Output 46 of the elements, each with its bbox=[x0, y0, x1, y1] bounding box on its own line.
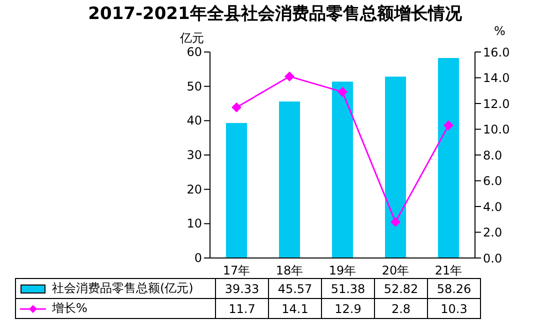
data-label: 45.57 bbox=[268, 278, 322, 298]
y-tick-label: 10 bbox=[186, 216, 202, 231]
bar bbox=[332, 82, 353, 258]
point bbox=[390, 216, 400, 227]
y-tick-label: 0 bbox=[194, 251, 202, 265]
legend-label: 社会消费品零售总额(亿元) bbox=[16, 278, 216, 298]
y2-tick-label: 16.0 bbox=[483, 45, 510, 60]
bar bbox=[438, 58, 459, 258]
y2-tick-label: 0.0 bbox=[483, 251, 502, 266]
data-label: 10.3 bbox=[428, 298, 480, 318]
y-tick-label: 40 bbox=[186, 114, 202, 128]
data-label: 39.33 bbox=[216, 278, 268, 298]
x-tick-label: 18年 bbox=[276, 264, 304, 278]
data-label: 58.26 bbox=[428, 278, 480, 298]
y2-axis-title: % bbox=[494, 24, 506, 38]
point bbox=[284, 71, 294, 82]
y-tick-label: 20 bbox=[186, 182, 202, 196]
data-label: 12.9 bbox=[322, 298, 374, 318]
data-label: 52.82 bbox=[374, 278, 428, 298]
y2-tick-label: 2.0 bbox=[483, 226, 502, 240]
data-label: 51.38 bbox=[322, 278, 374, 298]
x-tick-label: 19年 bbox=[328, 264, 356, 278]
x-tick-label: 20年 bbox=[382, 264, 410, 278]
x-tick-label: 21年 bbox=[434, 264, 462, 278]
data-label: 14.1 bbox=[268, 298, 322, 318]
y-axis-title: 亿元 bbox=[180, 30, 204, 47]
x-tick-label: 17年 bbox=[222, 264, 250, 278]
y2-tick-label: 10.0 bbox=[483, 122, 510, 137]
chart-title: 2017-2021年全县社会消费品零售总额增长情况 bbox=[87, 3, 463, 25]
legend-label: 增长% bbox=[16, 298, 216, 318]
data-label: 2.8 bbox=[374, 298, 428, 318]
y2-tick-label: 8.0 bbox=[483, 148, 502, 162]
data-label: 11.7 bbox=[216, 298, 268, 318]
point bbox=[232, 102, 242, 112]
bar bbox=[226, 122, 247, 258]
y-tick-label: 30 bbox=[186, 148, 202, 162]
y2-tick-label: 14.0 bbox=[483, 71, 510, 86]
y-tick-label: 60 bbox=[186, 45, 202, 59]
bar bbox=[279, 102, 300, 258]
y2-tick-label: 12.0 bbox=[483, 96, 510, 111]
point bbox=[444, 120, 454, 130]
y2-tick-label: 6.0 bbox=[483, 174, 502, 188]
point bbox=[338, 86, 348, 97]
y2-tick-label: 4.0 bbox=[483, 200, 502, 214]
bar bbox=[385, 76, 406, 258]
y-tick-label: 50 bbox=[186, 79, 202, 94]
